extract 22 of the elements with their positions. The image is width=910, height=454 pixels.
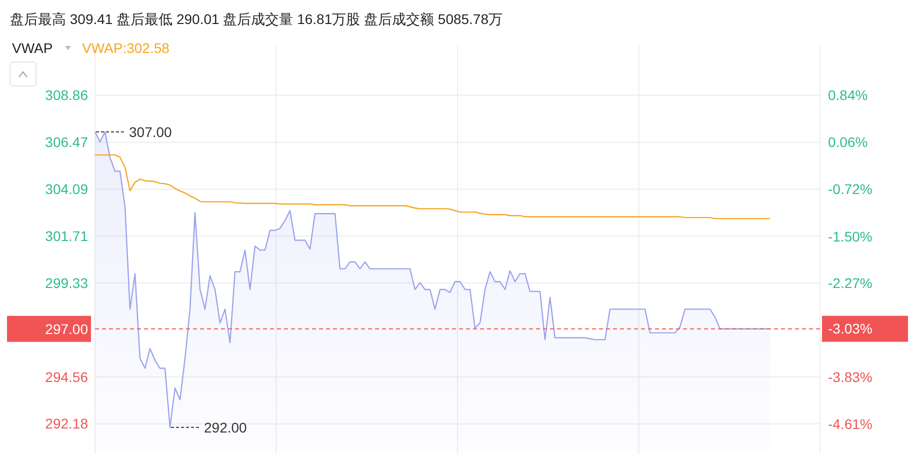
- y-tick-label: 308.86: [45, 87, 88, 104]
- ref-line-label: 297.00: [45, 320, 88, 337]
- y-tick-label: 301.71: [45, 228, 88, 244]
- y-tick-label: 292.18: [45, 416, 88, 432]
- y2-tick-label: -0.72%: [828, 181, 872, 198]
- y-tick-label: 294.56: [45, 368, 88, 385]
- y-tick-label: 304.09: [45, 181, 88, 198]
- text: VWAP:302.58: [82, 40, 170, 56]
- y2-tick-label: -1.50%: [828, 228, 872, 244]
- y2-tick-label: -4.61%: [828, 416, 872, 432]
- y2-tick-label: -3.83%: [828, 369, 872, 386]
- annotation: 292.00: [204, 419, 248, 436]
- chart-title: 盘后最高 309.41 盘后最低 290.01 盘后成交量 16.81万股 盘后成交额 5085.78万: [10, 11, 503, 27]
- line-series: [94, 154, 771, 220]
- annotation: 307.00: [129, 124, 172, 140]
- y2-tick-label: -3.03%: [828, 320, 872, 337]
- y2-tick-label: 0.84%: [828, 87, 868, 104]
- chart-subtitle: VWAP: [12, 40, 53, 56]
- y-tick-label: 299.33: [45, 274, 88, 291]
- y2-tick-label: -2.27%: [828, 274, 872, 291]
- y-tick-label: 306.47: [45, 134, 88, 150]
- y2-tick-label: 0.06%: [828, 134, 868, 150]
